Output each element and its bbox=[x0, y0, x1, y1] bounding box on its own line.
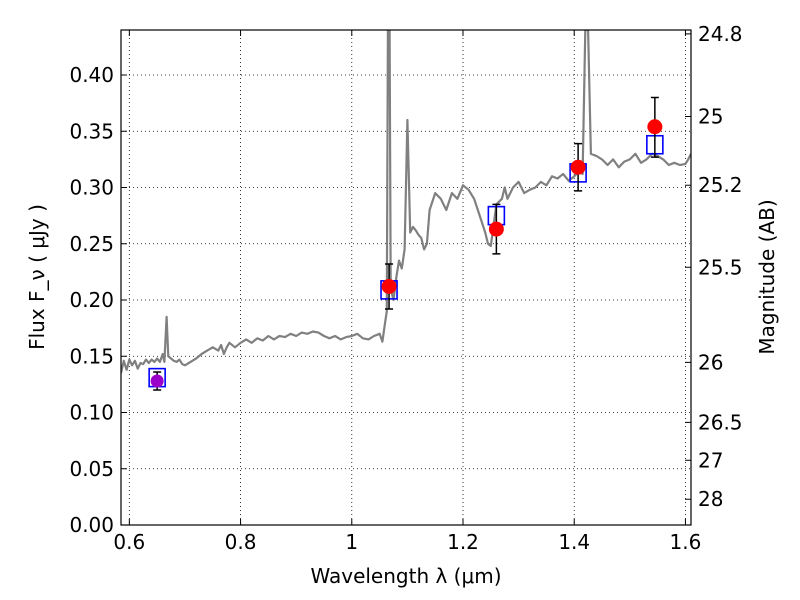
x-tick-label: 1.6 bbox=[670, 530, 702, 554]
x-tick-labels: 0.6 0.8 1 1.2 1.4 1.6 bbox=[113, 530, 701, 554]
right-tick-label: 25.5 bbox=[698, 255, 743, 279]
y-tick-label: 0.00 bbox=[69, 513, 114, 537]
spectrum-line bbox=[121, 30, 691, 374]
x-tick-label: 1.2 bbox=[447, 530, 479, 554]
y-tick-label: 0.30 bbox=[69, 176, 114, 200]
y-axis-label-right: Magnitude (AB) bbox=[755, 199, 779, 354]
observed-point bbox=[488, 221, 504, 237]
spectrum-layer bbox=[121, 30, 691, 374]
y-tick-label: 0.40 bbox=[69, 63, 114, 87]
tick-marks bbox=[121, 30, 691, 526]
observed-point bbox=[381, 279, 397, 294]
observation-layer bbox=[150, 96, 663, 391]
y-tick-label: 0.05 bbox=[69, 457, 114, 481]
right-tick-label: 26.5 bbox=[698, 410, 743, 434]
x-axis-label: Wavelength λ (μm) bbox=[310, 564, 501, 588]
x-tick-label: 1 bbox=[345, 530, 358, 554]
x-tick-label: 0.6 bbox=[113, 530, 145, 554]
y-axis-label-left: Flux F_ν ( μJy ) bbox=[25, 204, 49, 350]
upper-limit-point bbox=[150, 374, 164, 388]
right-tick-label: 25.2 bbox=[698, 173, 743, 197]
grid-lines bbox=[121, 30, 691, 525]
y-tick-label: 0.25 bbox=[69, 232, 114, 256]
y-tick-label: 0.20 bbox=[69, 288, 114, 312]
observed-point bbox=[570, 159, 586, 175]
x-tick-label: 0.8 bbox=[225, 530, 257, 554]
y-tick-label: 0.15 bbox=[69, 344, 114, 368]
right-tick-label: 27 bbox=[698, 448, 723, 472]
right-tick-label: 26 bbox=[698, 350, 723, 374]
right-tick-label: 25 bbox=[698, 105, 723, 129]
right-tick-label: 28 bbox=[698, 487, 723, 511]
y-tick-labels: 0.00 0.05 0.10 0.15 0.20 0.25 0.30 0.35 0.40 bbox=[69, 63, 114, 537]
observed-point bbox=[647, 119, 663, 135]
right-tick-label: 24.8 bbox=[698, 22, 743, 46]
x-tick-label: 1.4 bbox=[558, 530, 590, 554]
y-tick-label: 0.10 bbox=[69, 401, 114, 425]
plot-frame bbox=[120, 29, 692, 526]
right-tick-labels: 24.8 25 25.2 25.5 26 26.5 27 28 bbox=[698, 22, 743, 511]
y-tick-label: 0.35 bbox=[69, 119, 114, 143]
